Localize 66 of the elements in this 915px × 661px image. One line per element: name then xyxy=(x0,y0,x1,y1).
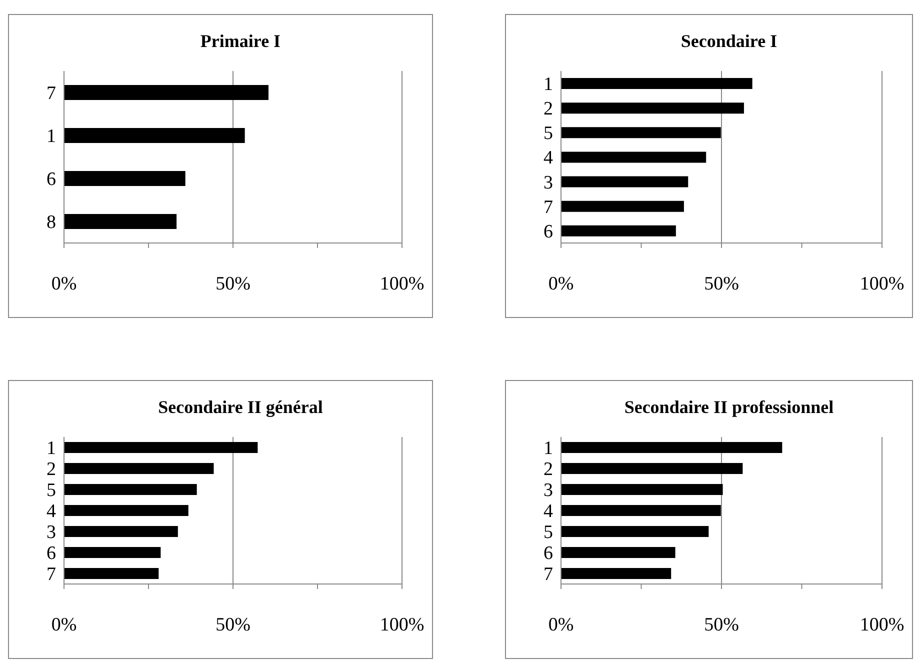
x-tick-label: 0% xyxy=(548,273,574,294)
y-tick-label: 6 xyxy=(46,543,56,564)
y-tick-label: 6 xyxy=(544,543,553,564)
y-tick-label: 6 xyxy=(544,221,553,242)
y-tick-label: 5 xyxy=(544,123,553,144)
bar xyxy=(64,171,186,186)
x-tick-label: 100% xyxy=(380,614,424,636)
y-tick-label: 8 xyxy=(46,212,56,234)
bar xyxy=(561,78,752,89)
y-tick-label: 3 xyxy=(544,480,553,502)
x-tick-label: 100% xyxy=(860,273,904,294)
y-tick-label: 3 xyxy=(544,172,553,194)
bar xyxy=(561,176,688,188)
bar xyxy=(64,214,177,229)
x-tick-label: 50% xyxy=(704,273,740,294)
x-tick-label: 0% xyxy=(51,273,77,294)
chart-title: Primaire I xyxy=(199,30,282,52)
x-tick-label: 50% xyxy=(216,273,251,294)
y-tick-label: 1 xyxy=(46,438,56,460)
y-tick-label: 1 xyxy=(544,438,553,460)
y-tick-label: 3 xyxy=(46,522,56,544)
y-tick-label: 2 xyxy=(46,459,56,480)
x-tick-label: 100% xyxy=(380,273,424,294)
y-tick-label: 7 xyxy=(46,564,56,586)
bar xyxy=(561,526,709,537)
bar xyxy=(64,526,178,537)
bar xyxy=(561,225,676,236)
bar xyxy=(561,152,706,163)
bar xyxy=(64,463,214,474)
y-tick-label: 6 xyxy=(46,169,56,190)
bar xyxy=(64,568,159,579)
bar xyxy=(64,442,258,453)
bar xyxy=(561,505,721,516)
bar xyxy=(64,547,161,558)
chart-title: Secondaire II général xyxy=(157,396,324,419)
bar xyxy=(561,568,672,579)
bar xyxy=(561,442,782,453)
x-tick-label: 50% xyxy=(216,614,251,636)
bar xyxy=(561,484,723,495)
y-tick-label: 2 xyxy=(544,98,553,120)
y-tick-label: 4 xyxy=(46,501,56,522)
chart-title: Secondaire I xyxy=(680,30,778,52)
y-tick-label: 5 xyxy=(544,522,553,544)
bar xyxy=(64,128,245,143)
y-tick-label: 1 xyxy=(544,74,553,96)
bar xyxy=(561,463,743,474)
bar xyxy=(561,200,684,212)
y-tick-label: 1 xyxy=(46,126,56,148)
x-tick-label: 100% xyxy=(860,614,904,636)
x-tick-label: 0% xyxy=(548,614,574,636)
bar xyxy=(561,547,676,558)
bar xyxy=(561,127,721,138)
x-tick-label: 50% xyxy=(704,614,740,636)
y-tick-label: 4 xyxy=(544,148,554,169)
y-tick-label: 7 xyxy=(544,196,553,218)
y-tick-label: 7 xyxy=(544,564,553,586)
x-tick-label: 0% xyxy=(51,614,77,636)
chart-title: Secondaire II professionnel xyxy=(623,396,835,419)
bar xyxy=(64,505,188,516)
y-tick-label: 4 xyxy=(544,501,554,522)
bar xyxy=(64,484,197,495)
y-tick-label: 5 xyxy=(46,480,56,502)
y-tick-label: 7 xyxy=(46,83,56,104)
bar xyxy=(64,85,268,100)
y-tick-label: 2 xyxy=(544,459,553,480)
bar xyxy=(561,102,744,114)
